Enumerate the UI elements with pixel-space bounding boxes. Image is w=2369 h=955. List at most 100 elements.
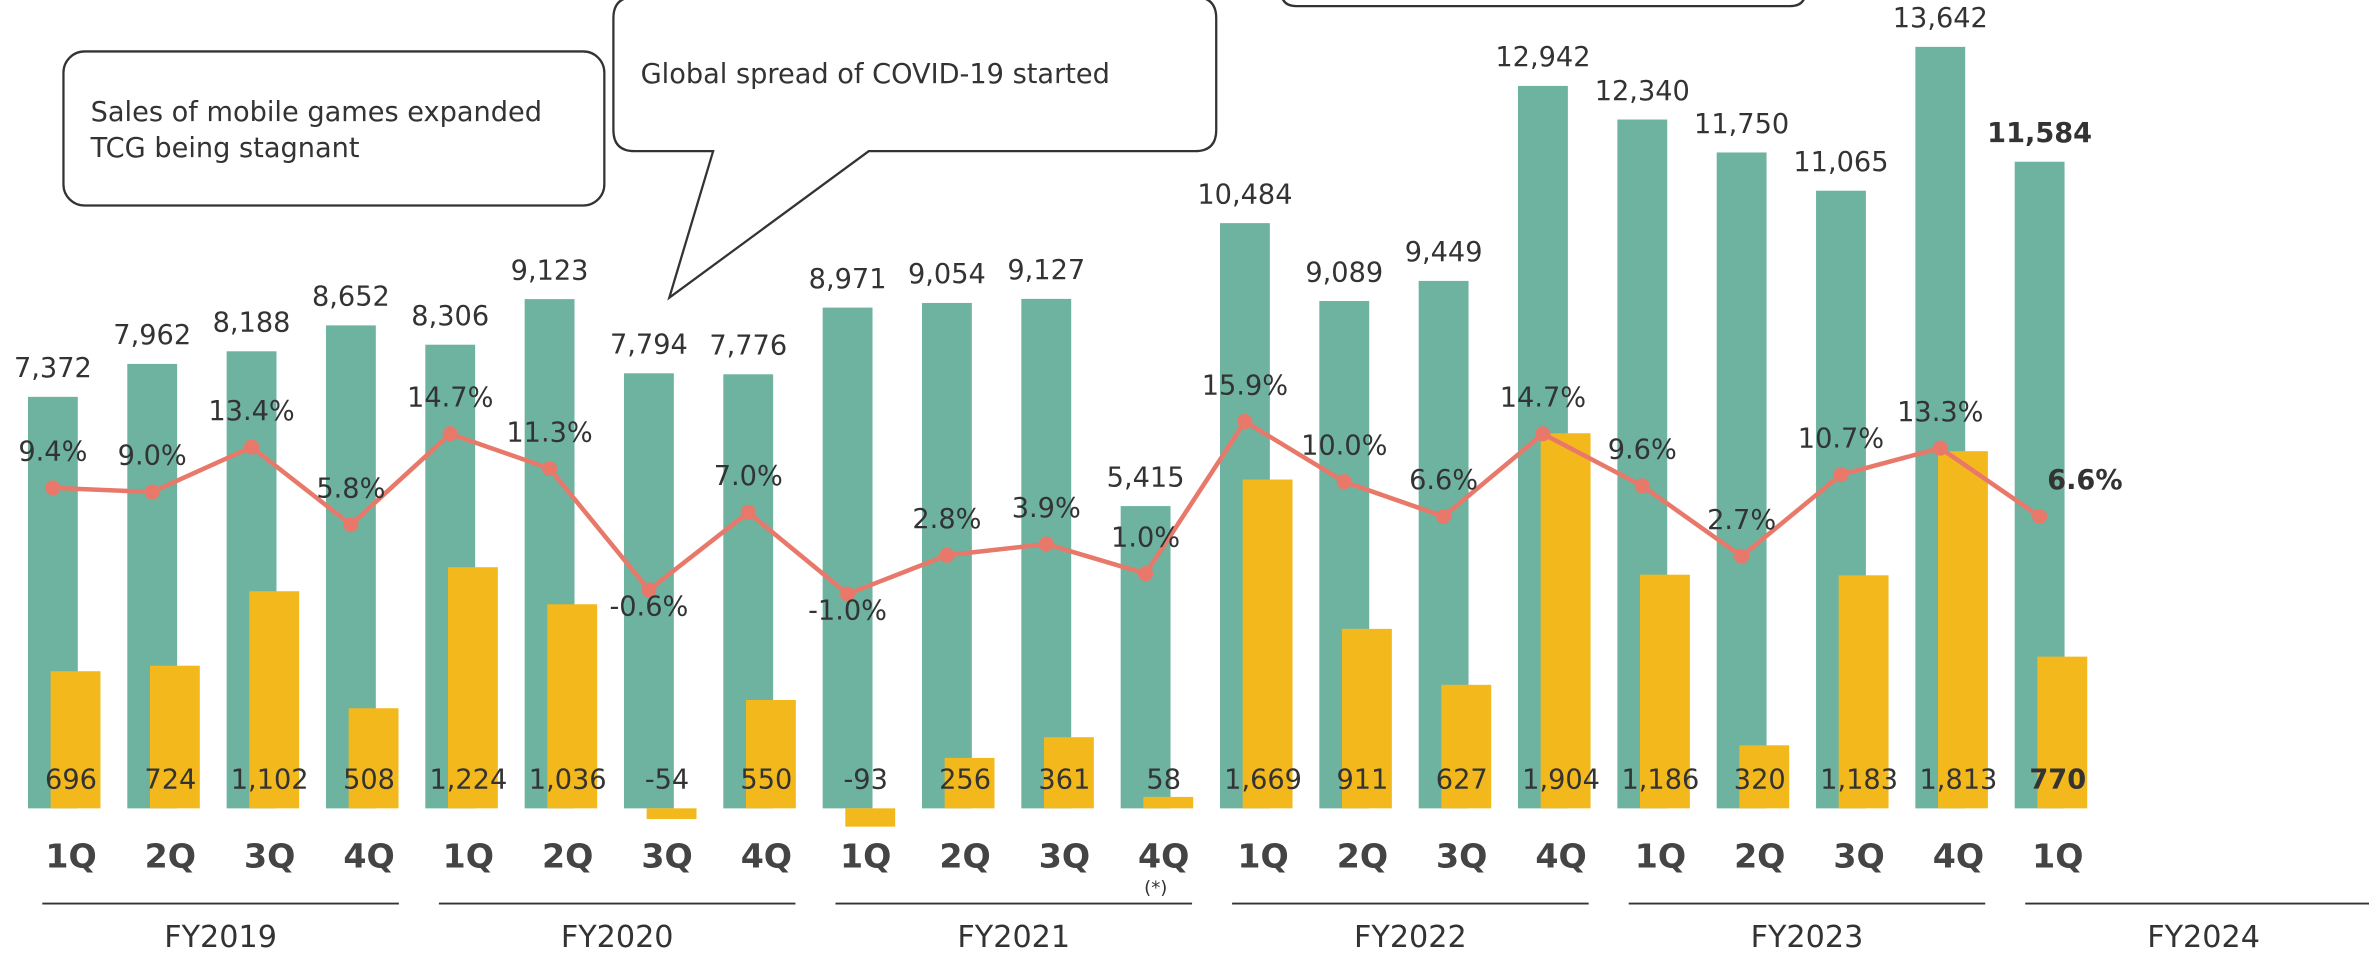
bar xyxy=(1640,574,1690,809)
x-tick-label: 4Q xyxy=(1138,837,1189,876)
data-label: 1.0% xyxy=(1111,522,1180,553)
x-tick-label: 3Q xyxy=(1833,837,1884,876)
data-label: 5.8% xyxy=(316,473,385,504)
annotation-box xyxy=(1281,0,1805,8)
x-tick-label: 1Q xyxy=(1635,837,1686,876)
annotation: Global spread of COVID-19 started xyxy=(641,59,1110,90)
data-label: 7,372 xyxy=(14,353,92,384)
x-tick-label: 4Q xyxy=(343,837,394,876)
x-tick-label: 4Q xyxy=(741,837,792,876)
data-label: 9.6% xyxy=(1608,435,1677,466)
data-label: 12,340 xyxy=(1595,76,1690,107)
data-label: -0.6% xyxy=(609,592,688,623)
x-tick-label: 2Q xyxy=(145,837,196,876)
x-tick-label: 3Q xyxy=(1436,837,1487,876)
line-point xyxy=(939,547,955,563)
x-tick-label: 3Q xyxy=(244,837,295,876)
callout-box xyxy=(612,0,1218,301)
line-point xyxy=(2032,508,2048,525)
line-point xyxy=(45,480,61,496)
x-tick-label: 2Q xyxy=(542,837,593,876)
line-point xyxy=(840,586,856,602)
data-label: 14.7% xyxy=(1500,383,1586,414)
bar xyxy=(1739,745,1790,809)
bar xyxy=(822,307,873,809)
line-point xyxy=(641,582,657,598)
bar xyxy=(1242,479,1293,809)
data-label: 6.6% xyxy=(2047,465,2122,496)
data-label: 9,089 xyxy=(1305,257,1383,288)
data-label: 1,224 xyxy=(429,765,507,796)
data-label: 14.7% xyxy=(407,383,493,414)
x-tick-label: 2Q xyxy=(939,837,990,876)
data-label: 5,415 xyxy=(1107,462,1185,493)
x-tick-label: 3Q xyxy=(641,837,692,876)
data-label: 10.0% xyxy=(1301,431,1387,462)
data-label: 8,306 xyxy=(411,301,489,332)
line-point xyxy=(343,517,359,533)
data-label: 3.9% xyxy=(1012,493,1081,524)
data-label: 1,669 xyxy=(1224,765,1302,796)
bar xyxy=(1938,451,1988,809)
line-point xyxy=(1237,414,1253,430)
x-tick-label: 1Q xyxy=(1237,837,1288,876)
data-label: -54 xyxy=(645,765,689,796)
data-label: 11.3% xyxy=(506,417,592,448)
data-label: 361 xyxy=(1038,765,1090,796)
data-label: 550 xyxy=(740,765,792,796)
data-label: 12,942 xyxy=(1495,42,1590,73)
data-label: 8,971 xyxy=(809,264,887,295)
bar xyxy=(745,699,796,809)
data-label: 10,484 xyxy=(1197,179,1292,210)
data-label: 8,652 xyxy=(312,282,390,313)
data-label: 13.3% xyxy=(1897,397,1983,428)
data-label: 696 xyxy=(45,765,97,796)
bar xyxy=(1120,506,1171,809)
line-point xyxy=(1535,426,1551,442)
line-point xyxy=(1436,508,1452,525)
x-tick-label: 4Q xyxy=(1535,837,1586,876)
bar xyxy=(1716,152,1767,809)
bar xyxy=(547,604,598,809)
annotation-box xyxy=(62,50,606,207)
data-label: 627 xyxy=(1436,765,1488,796)
x-tick-label: 2Q xyxy=(1337,837,1388,876)
data-label: 2.7% xyxy=(1707,505,1776,536)
data-label: 13,642 xyxy=(1893,3,1988,34)
data-label: 770 xyxy=(2029,765,2086,796)
group-label: FY2019 xyxy=(164,920,277,955)
line-point xyxy=(244,439,260,455)
bar xyxy=(2037,656,2088,809)
x-tick-label: 1Q xyxy=(2032,837,2083,876)
data-label: 13.4% xyxy=(208,396,294,427)
bar xyxy=(348,708,399,809)
x-tick-label: 3Q xyxy=(1039,837,1090,876)
x-tick-label: 1Q xyxy=(443,837,494,876)
bar xyxy=(944,757,995,809)
data-label: 10.7% xyxy=(1798,423,1884,454)
group-label: FY2023 xyxy=(1751,920,1864,955)
group-label: FY2021 xyxy=(957,920,1070,955)
data-label: 11,750 xyxy=(1694,109,1789,140)
data-label: 724 xyxy=(144,765,196,796)
data-label: 11,584 xyxy=(1987,118,2092,149)
data-label: -1.0% xyxy=(808,596,887,627)
group-label: FY2022 xyxy=(1354,920,1467,955)
line-point xyxy=(1634,478,1650,494)
bar xyxy=(1143,796,1194,809)
data-label: 9.0% xyxy=(118,441,187,472)
line-point xyxy=(1932,440,1948,456)
line-point xyxy=(1336,474,1352,490)
data-label: 1,183 xyxy=(1820,765,1898,796)
data-label: 1,813 xyxy=(1920,765,1998,796)
bar xyxy=(646,808,697,819)
group-label: FY2020 xyxy=(561,920,674,955)
bar xyxy=(1342,628,1392,809)
data-label: 15.9% xyxy=(1202,370,1288,401)
data-label: 7.0% xyxy=(714,461,783,492)
x-tick-label: 1Q xyxy=(840,837,891,876)
line-point xyxy=(1734,548,1750,564)
bar xyxy=(1441,684,1492,809)
annotation: TCG being stagnant xyxy=(90,133,360,164)
